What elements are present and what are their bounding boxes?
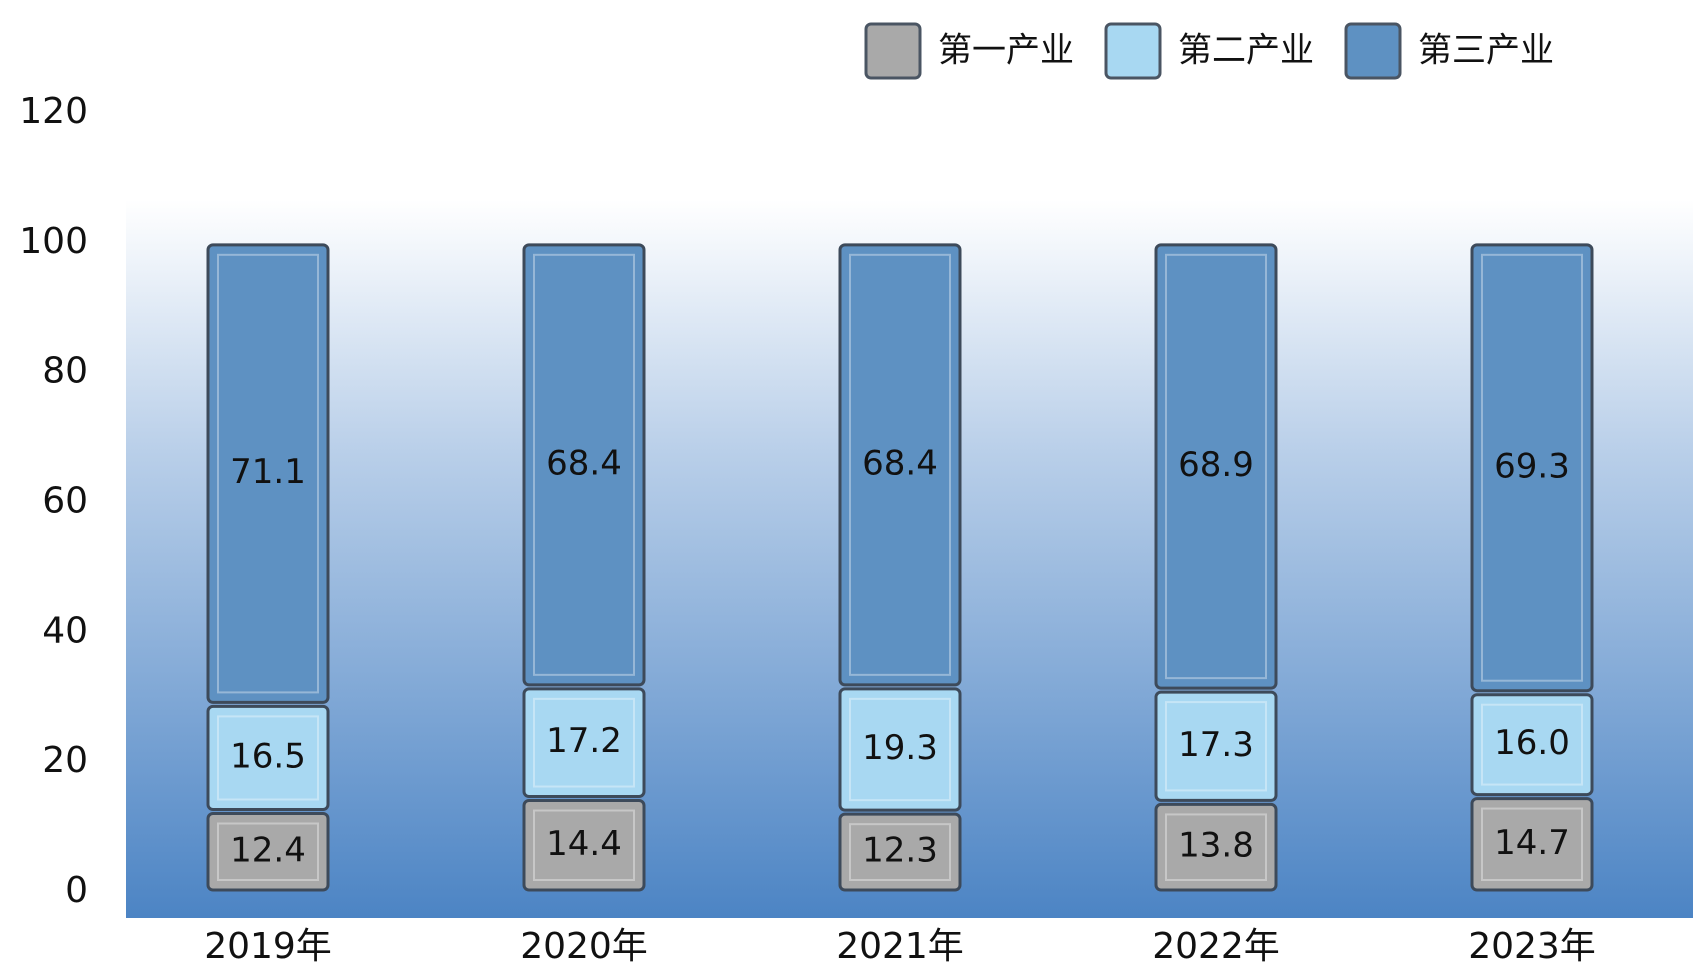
- bar-bevel: [217, 253, 319, 694]
- data-label: 17.3: [1178, 725, 1254, 765]
- data-label: 14.7: [1494, 823, 1570, 863]
- legend-label: 第一产业: [938, 31, 1074, 71]
- data-label: 68.4: [862, 443, 938, 483]
- data-label: 12.4: [230, 830, 306, 870]
- bar-bevel: [1165, 701, 1267, 792]
- y-tick-label: 20: [42, 740, 88, 781]
- bar-segment: [206, 812, 330, 892]
- y-tick-label: 100: [19, 221, 88, 262]
- data-label: 68.9: [1178, 445, 1254, 485]
- bar-segment: [522, 799, 646, 892]
- data-label: 14.4: [546, 824, 622, 864]
- x-tick-label: 2019年: [204, 926, 332, 967]
- bar-segment: [206, 243, 330, 704]
- bar-segment: [1470, 243, 1594, 693]
- legend-swatch: [1104, 22, 1162, 80]
- bar-segment: [838, 687, 962, 812]
- x-tick-label: 2023年: [1468, 926, 1596, 967]
- bar-bevel: [1481, 253, 1583, 682]
- data-label: 17.2: [546, 721, 622, 761]
- bar-segment: [1154, 802, 1278, 892]
- bar-bevel: [217, 715, 319, 801]
- y-tick-label: 60: [42, 481, 88, 522]
- bar-bevel: [1165, 253, 1267, 680]
- bar-segment: [1154, 243, 1278, 690]
- data-label: 12.3: [862, 831, 938, 871]
- data-label: 69.3: [1494, 446, 1570, 486]
- bar-bevel: [849, 697, 951, 802]
- bar-segment: [522, 243, 646, 687]
- bar-segment: [1470, 797, 1594, 892]
- legend-label: 第二产业: [1178, 31, 1314, 71]
- bar-segment: [522, 687, 646, 799]
- legend-swatch: [864, 22, 922, 80]
- data-label: 13.8: [1178, 826, 1254, 866]
- y-tick-label: 40: [42, 610, 88, 651]
- bar-bevel: [533, 809, 635, 882]
- bar-bevel: [533, 697, 635, 788]
- data-label: 19.3: [862, 728, 938, 768]
- bar-bevel: [533, 253, 635, 676]
- y-tick-label: 80: [42, 351, 88, 392]
- bar-segment: [1470, 693, 1594, 797]
- bar-segment: [1154, 690, 1278, 802]
- data-label: 68.4: [546, 443, 622, 483]
- legend-label: 第三产业: [1418, 31, 1554, 71]
- data-label: 16.0: [1494, 723, 1570, 763]
- x-tick-label: 2021年: [836, 926, 964, 967]
- legend-swatch: [1344, 22, 1402, 80]
- y-tick-label: 0: [65, 870, 88, 911]
- bar-bevel: [1481, 807, 1583, 882]
- x-tick-label: 2020年: [520, 926, 648, 967]
- y-tick-label: 120: [19, 91, 88, 132]
- data-label: 71.1: [230, 452, 306, 492]
- bar-bevel: [1481, 703, 1583, 786]
- bar-bevel: [217, 822, 319, 882]
- x-tick-label: 2022年: [1152, 926, 1280, 967]
- bar-bevel: [849, 823, 951, 882]
- bar-segment: [838, 812, 962, 892]
- bar-bevel: [1165, 813, 1267, 881]
- bar-segment: [206, 704, 330, 812]
- bar-segment: [838, 243, 962, 687]
- data-label: 16.5: [230, 736, 306, 776]
- bar-bevel: [849, 253, 951, 676]
